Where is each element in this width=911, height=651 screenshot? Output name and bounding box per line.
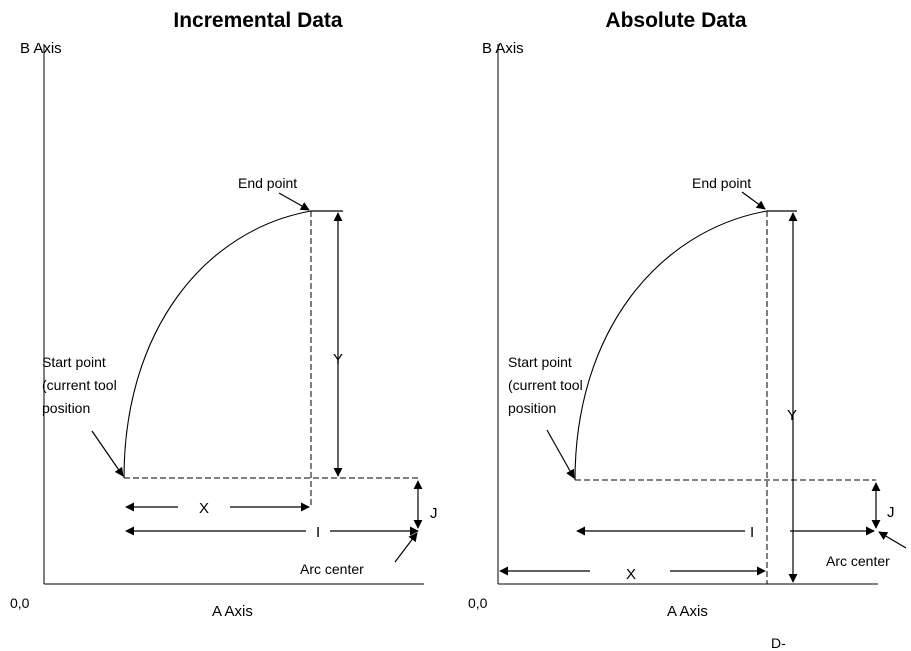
absolute-y-axis-label: B Axis <box>482 40 524 57</box>
absolute-start-arrow <box>546 429 575 479</box>
absolute-start-label-3: position <box>508 400 556 416</box>
absolute-x-axis-label: A Axis <box>667 603 708 620</box>
absolute-end-point-arrow <box>741 191 766 210</box>
incremental-start-label-3: position <box>42 400 90 416</box>
incremental-arc-center-label: Arc center <box>300 561 364 577</box>
incremental-start-label-2: (current tool <box>42 377 117 393</box>
incremental-title: Incremental Data <box>173 9 343 32</box>
absolute-title: Absolute Data <box>605 9 747 32</box>
absolute-arc-center-arrow <box>878 531 907 549</box>
incremental-end-point-arrow <box>278 192 310 211</box>
absolute-origin-label: 0,0 <box>468 595 488 611</box>
incremental-j-dim-label: J <box>430 505 438 522</box>
incremental-i-dim-label: I <box>316 524 320 541</box>
absolute-arc-center-label: Arc center <box>826 553 890 569</box>
absolute-end-point-label: End point <box>692 175 751 191</box>
absolute-x-dim-label: X <box>626 566 636 583</box>
incremental-origin-label: 0,0 <box>10 595 30 611</box>
incremental-x-dim-label: X <box>199 500 209 517</box>
incremental-panel: Incremental Data B Axis 0,0 A Axis End p… <box>10 9 438 620</box>
incremental-end-point-label: End point <box>238 175 297 191</box>
absolute-start-label-2: (current tool <box>508 377 583 393</box>
incremental-arc <box>123 210 312 479</box>
incremental-start-arrow <box>91 430 124 477</box>
incremental-start-label-1: Start point <box>42 354 106 370</box>
absolute-y-dim-label: Y <box>787 407 797 424</box>
incremental-arc-center-arrow <box>394 532 418 563</box>
incremental-y-axis-label: B Axis <box>20 40 62 57</box>
absolute-panel: Absolute Data B Axis 0,0 A Axis End poin… <box>468 9 907 620</box>
absolute-arc <box>574 210 768 481</box>
absolute-start-label-1: Start point <box>508 354 572 370</box>
footer-code: D- <box>771 635 786 651</box>
incremental-y-dim-label: Y <box>333 351 343 368</box>
incremental-x-axis-label: A Axis <box>212 603 253 620</box>
absolute-i-dim-label: I <box>750 524 754 541</box>
absolute-j-dim-label: J <box>887 504 895 521</box>
